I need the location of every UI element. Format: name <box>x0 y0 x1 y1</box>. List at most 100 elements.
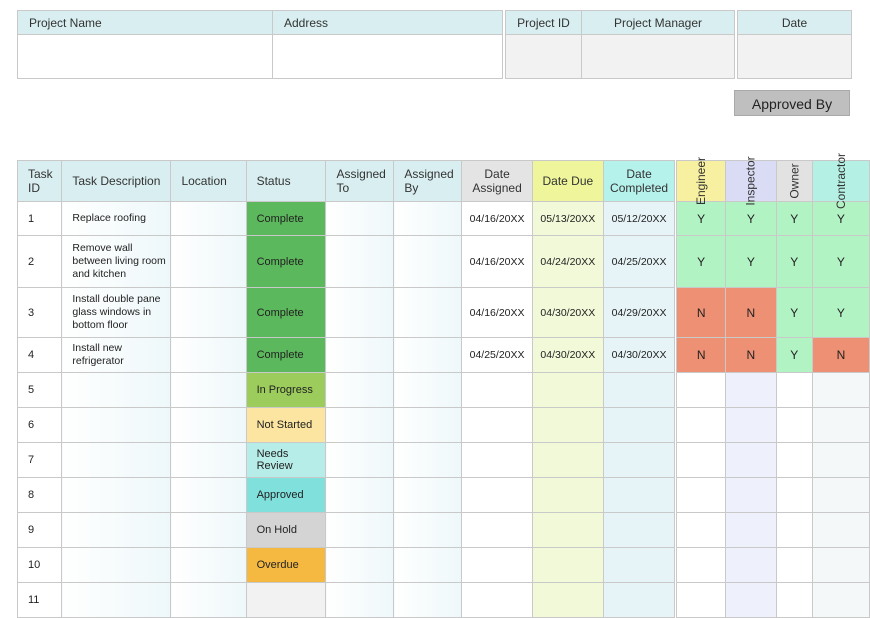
project-manager-cell[interactable] <box>581 34 735 79</box>
date-assigned-cell[interactable] <box>461 512 533 548</box>
date-due-cell[interactable]: 04/30/20XX <box>531 337 604 373</box>
date-assigned-cell[interactable] <box>461 407 533 443</box>
status-cell[interactable] <box>245 582 327 618</box>
task-description-cell[interactable]: Replace roofing <box>61 201 172 236</box>
inspector-approval-cell[interactable] <box>725 407 777 443</box>
date-assigned-cell[interactable] <box>461 477 533 513</box>
engineer-approval-cell[interactable]: N <box>676 337 727 373</box>
contractor-approval-cell[interactable] <box>811 372 870 408</box>
location-cell[interactable] <box>170 547 247 583</box>
task-description-cell[interactable] <box>61 547 172 583</box>
status-cell[interactable]: Complete <box>245 337 327 373</box>
date-completed-cell[interactable] <box>602 547 676 583</box>
inspector-approval-cell[interactable] <box>725 442 777 478</box>
location-cell[interactable] <box>170 442 247 478</box>
status-cell[interactable]: Complete <box>245 201 327 236</box>
date-completed-cell[interactable]: 05/12/20XX <box>602 201 676 236</box>
task-description-cell[interactable] <box>61 477 172 513</box>
date-assigned-cell[interactable] <box>461 582 533 618</box>
date-due-cell[interactable] <box>531 372 604 408</box>
contractor-approval-cell[interactable] <box>811 407 870 443</box>
owner-approval-cell[interactable] <box>775 582 813 618</box>
task-description-cell[interactable] <box>61 512 172 548</box>
date-completed-cell[interactable] <box>602 512 676 548</box>
contractor-approval-cell[interactable] <box>811 477 870 513</box>
assigned-to-cell[interactable] <box>325 201 395 236</box>
date-assigned-cell[interactable]: 04/16/20XX <box>461 235 533 288</box>
assigned-to-cell[interactable] <box>325 287 395 338</box>
contractor-approval-cell[interactable]: Y <box>811 201 870 236</box>
date-due-cell[interactable] <box>531 547 604 583</box>
contractor-approval-cell[interactable] <box>811 582 870 618</box>
owner-approval-cell[interactable] <box>775 407 813 443</box>
date-due-cell[interactable]: 04/24/20XX <box>531 235 604 288</box>
status-cell[interactable]: Approved <box>245 477 327 513</box>
owner-approval-cell[interactable] <box>775 512 813 548</box>
task-description-cell[interactable]: Install new refrigerator <box>61 337 172 373</box>
assigned-to-cell[interactable] <box>325 407 395 443</box>
inspector-approval-cell[interactable]: Y <box>725 201 777 236</box>
assigned-by-cell[interactable] <box>393 547 463 583</box>
date-assigned-cell[interactable] <box>461 372 533 408</box>
project-id-cell[interactable] <box>505 34 582 79</box>
inspector-approval-cell[interactable] <box>725 547 777 583</box>
assigned-to-cell[interactable] <box>325 547 395 583</box>
inspector-approval-cell[interactable] <box>725 582 777 618</box>
location-cell[interactable] <box>170 235 247 288</box>
owner-approval-cell[interactable]: Y <box>775 235 813 288</box>
engineer-approval-cell[interactable] <box>676 477 727 513</box>
engineer-approval-cell[interactable] <box>676 582 727 618</box>
status-cell[interactable]: Overdue <box>245 547 327 583</box>
owner-approval-cell[interactable] <box>775 442 813 478</box>
date-completed-cell[interactable] <box>602 407 676 443</box>
inspector-approval-cell[interactable]: N <box>725 287 777 338</box>
date-completed-cell[interactable]: 04/25/20XX <box>602 235 676 288</box>
date-assigned-cell[interactable]: 04/16/20XX <box>461 287 533 338</box>
owner-approval-cell[interactable] <box>775 547 813 583</box>
assigned-by-cell[interactable] <box>393 512 463 548</box>
project-name-cell[interactable] <box>17 34 273 79</box>
engineer-approval-cell[interactable] <box>676 547 727 583</box>
engineer-approval-cell[interactable] <box>676 407 727 443</box>
task-description-cell[interactable] <box>61 442 172 478</box>
engineer-approval-cell[interactable]: N <box>676 287 727 338</box>
location-cell[interactable] <box>170 337 247 373</box>
contractor-approval-cell[interactable]: N <box>811 337 870 373</box>
date-due-cell[interactable] <box>531 477 604 513</box>
assigned-by-cell[interactable] <box>393 337 463 373</box>
engineer-approval-cell[interactable] <box>676 372 727 408</box>
address-cell[interactable] <box>272 34 503 79</box>
date-assigned-cell[interactable]: 04/16/20XX <box>461 201 533 236</box>
owner-approval-cell[interactable]: Y <box>775 201 813 236</box>
owner-approval-cell[interactable] <box>775 477 813 513</box>
contractor-approval-cell[interactable] <box>811 547 870 583</box>
owner-approval-cell[interactable]: Y <box>775 287 813 338</box>
assigned-to-cell[interactable] <box>325 477 395 513</box>
contractor-approval-cell[interactable]: Y <box>811 235 870 288</box>
date-completed-cell[interactable]: 04/30/20XX <box>602 337 676 373</box>
assigned-by-cell[interactable] <box>393 287 463 338</box>
date-completed-cell[interactable] <box>602 477 676 513</box>
engineer-approval-cell[interactable]: Y <box>676 201 727 236</box>
location-cell[interactable] <box>170 287 247 338</box>
status-cell[interactable]: Complete <box>245 235 327 288</box>
engineer-approval-cell[interactable] <box>676 512 727 548</box>
date-due-cell[interactable]: 04/30/20XX <box>531 287 604 338</box>
inspector-approval-cell[interactable] <box>725 477 777 513</box>
date-due-cell[interactable] <box>531 442 604 478</box>
task-description-cell[interactable]: Install double pane glass windows in bot… <box>61 287 172 338</box>
status-cell[interactable]: Not Started <box>245 407 327 443</box>
assigned-to-cell[interactable] <box>325 372 395 408</box>
status-cell[interactable]: In Progress <box>245 372 327 408</box>
assigned-by-cell[interactable] <box>393 235 463 288</box>
task-description-cell[interactable] <box>61 407 172 443</box>
location-cell[interactable] <box>170 407 247 443</box>
date-due-cell[interactable] <box>531 407 604 443</box>
owner-approval-cell[interactable]: Y <box>775 337 813 373</box>
task-description-cell[interactable] <box>61 582 172 618</box>
status-cell[interactable]: Needs Review <box>245 442 327 478</box>
engineer-approval-cell[interactable] <box>676 442 727 478</box>
contractor-approval-cell[interactable] <box>811 512 870 548</box>
location-cell[interactable] <box>170 582 247 618</box>
assigned-by-cell[interactable] <box>393 407 463 443</box>
